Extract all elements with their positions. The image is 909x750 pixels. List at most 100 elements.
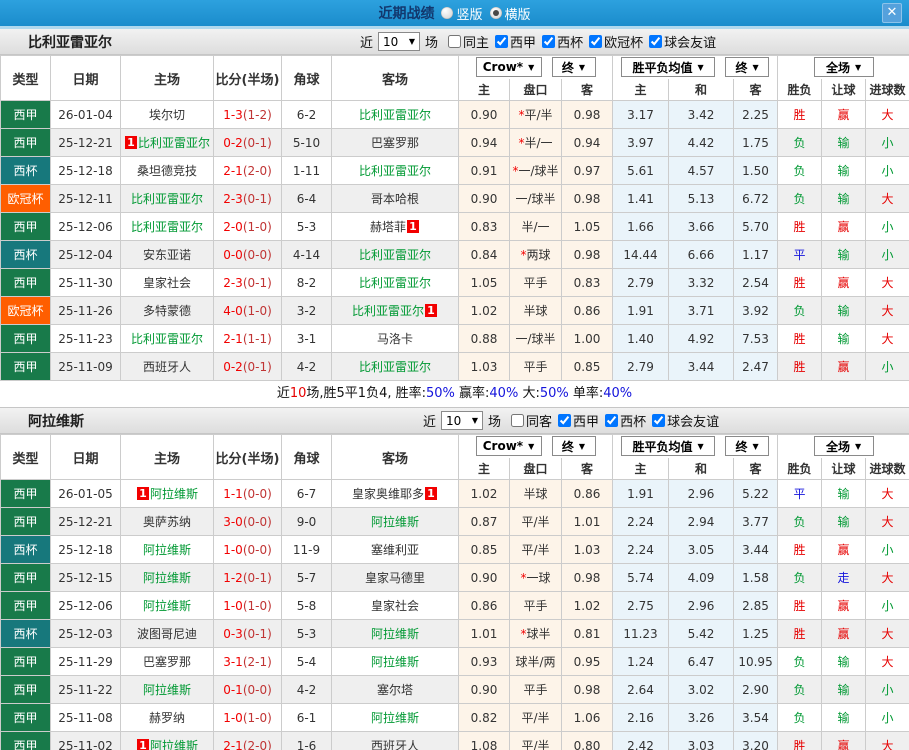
handicap-result-cell: 赢 [821, 591, 867, 620]
table-row: 西杯 25-12-04 安东亚诺 0-0(0-0) 4-14 比利亚雷亚尔 0.… [0, 240, 909, 269]
home-team: 奥萨苏纳 [120, 507, 214, 536]
layout-horizontal-radio[interactable]: 横版 [489, 4, 531, 23]
table-row: 西甲 25-11-23 比利亚雷亚尔 2-1(1-1) 3-1 马洛卡 0.88… [0, 324, 909, 353]
handicap-result-cell: 输 [821, 240, 867, 269]
odds-home: 0.86 [458, 591, 510, 620]
home-team-name: 皇家社会 [142, 276, 191, 290]
league-checkbox-copa-2[interactable] [605, 414, 619, 427]
vertical-radio-label: 竖版 [456, 7, 483, 23]
avg-draw-odds: 6.66 [668, 240, 735, 269]
halftime-score: (0-1) [242, 135, 272, 150]
avg-home-odds: 11.23 [612, 619, 670, 648]
league-checkbox-laliga-1[interactable] [495, 35, 509, 48]
odds-away: 1.03 [560, 535, 614, 564]
result-cell: 胜 [777, 212, 823, 241]
avg-draw-odds: 5.42 [668, 619, 735, 648]
chevron-down-icon: ▼ [752, 62, 759, 72]
avg-away-odds: 2.47 [733, 352, 779, 381]
scope-select-1[interactable]: 全场 ▼ [813, 57, 874, 78]
home-team-name: 阿拉维斯 [142, 599, 191, 613]
away-team: 哥本哈根 [331, 184, 459, 213]
fulltime-score: 2-1 [223, 331, 243, 346]
table-row: 西甲 25-12-21 奥萨苏纳 3-0(0-0) 9-0 阿拉维斯 0.87 … [0, 507, 909, 536]
close-icon: ✕ [886, 5, 898, 20]
avg-away-odds: 1.25 [733, 619, 779, 648]
goals-result-cell: 小 [865, 156, 909, 185]
odds-away: 0.94 [560, 128, 614, 157]
handicap: *平/半 [509, 100, 562, 129]
radio-selected-icon[interactable] [489, 7, 502, 19]
home-team-name: 比利亚雷亚尔 [137, 136, 210, 150]
avg-final-select-2[interactable]: 终 ▼ [725, 436, 770, 457]
odds-away: 1.02 [560, 591, 614, 620]
odds-away: 1.06 [560, 703, 614, 732]
league-checkbox-friendly-1[interactable] [649, 35, 663, 48]
home-team-name: 巴塞罗那 [142, 655, 191, 669]
avg-away-odds: 3.77 [733, 507, 779, 536]
odds-final-select-1[interactable]: 终 ▼ [551, 57, 596, 78]
scope-select-2[interactable]: 全场 ▼ [813, 436, 874, 457]
match-score: 2-1(2-0) [213, 731, 282, 750]
odds-company-select-2[interactable]: Crow* ▼ [475, 436, 542, 457]
match-count-select-2[interactable]: 10 ▼ [441, 411, 484, 430]
handicap: 一/球半 [509, 324, 562, 353]
handicap: *两球 [509, 240, 562, 269]
odds-home: 0.88 [458, 324, 510, 353]
match-type-badge: 西甲 [0, 563, 51, 592]
corner-score: 9-0 [281, 507, 332, 536]
result-cell: 负 [777, 563, 823, 592]
avg-away-odds: 3.92 [733, 296, 779, 325]
match-count-select-1[interactable]: 10 ▼ [378, 32, 421, 51]
col-odds-away: 客 [560, 78, 614, 101]
radio-unselected-icon[interactable] [441, 7, 454, 19]
col-handicap-result: 让球 [821, 78, 867, 101]
league-checkbox-laliga-2[interactable] [558, 414, 572, 427]
results-table-body-1: 西甲 26-01-04 埃尔切 1-3(1-2) 6-2 比利亚雷亚尔 0.90… [0, 100, 909, 381]
odds-final-select-2[interactable]: 终 ▼ [551, 436, 596, 457]
odds-company-select-1[interactable]: Crow* ▼ [475, 57, 542, 78]
col-avg-draw: 和 [668, 78, 735, 101]
home-team: 比利亚雷亚尔 [120, 184, 214, 213]
avg-away-odds: 2.90 [733, 675, 779, 704]
same-venue-checkbox-2[interactable] [511, 414, 525, 427]
match-date: 25-12-21 [50, 128, 121, 157]
same-venue-checkbox-1[interactable] [448, 35, 462, 48]
avg-away-odds: 1.50 [733, 156, 779, 185]
col-date: 日期 [50, 434, 121, 480]
home-team-name: 安东亚诺 [142, 248, 191, 262]
handicap-result-cell: 输 [821, 675, 867, 704]
table-row: 欧冠杯 25-12-11 比利亚雷亚尔 2-3(0-1) 6-4 哥本哈根 0.… [0, 184, 909, 213]
avg-odds-select-1[interactable]: 胜平负均值 ▼ [621, 57, 716, 78]
corner-score: 5-3 [281, 212, 332, 241]
away-team-name: 阿拉维斯 [370, 655, 419, 669]
match-score: 3-1(2-1) [213, 647, 282, 676]
layout-vertical-radio[interactable]: 竖版 [441, 4, 483, 23]
home-team: 1 比利亚雷亚尔 [120, 128, 214, 157]
avg-odds-select-2[interactable]: 胜平负均值 ▼ [621, 436, 716, 457]
avg-away-odds: 2.54 [733, 268, 779, 297]
avg-draw-odds: 4.09 [668, 563, 735, 592]
away-team: 皇家社会 [331, 591, 459, 620]
avg-final-select-1[interactable]: 终 ▼ [725, 57, 770, 78]
match-type-badge: 西甲 [0, 352, 51, 381]
corner-score: 6-1 [281, 703, 332, 732]
away-team-name: 塞维利亚 [370, 543, 419, 557]
goals-result-cell: 小 [865, 128, 909, 157]
home-team-name: 埃尔切 [148, 108, 185, 122]
result-cell: 平 [777, 479, 823, 508]
avg-home-odds: 2.79 [612, 352, 670, 381]
avg-draw-odds: 4.42 [668, 128, 735, 157]
home-team: 多特蒙德 [120, 296, 214, 325]
league-checkbox-ucl-1[interactable] [589, 35, 603, 48]
league-checkbox-copa-1[interactable] [542, 35, 556, 48]
league-label: 西杯 [557, 36, 584, 51]
chevron-down-icon: ▼ [528, 62, 535, 72]
chevron-down-icon: ▼ [471, 416, 479, 425]
league-checkbox-friendly-2[interactable] [652, 414, 666, 427]
match-date: 25-12-18 [50, 156, 121, 185]
away-team: 阿拉维斯 [331, 619, 459, 648]
odds-home: 0.82 [458, 703, 510, 732]
close-button[interactable]: ✕ [882, 3, 902, 23]
col-handicap: 盘口 [509, 78, 562, 101]
avg-draw-odds: 3.03 [668, 731, 735, 750]
